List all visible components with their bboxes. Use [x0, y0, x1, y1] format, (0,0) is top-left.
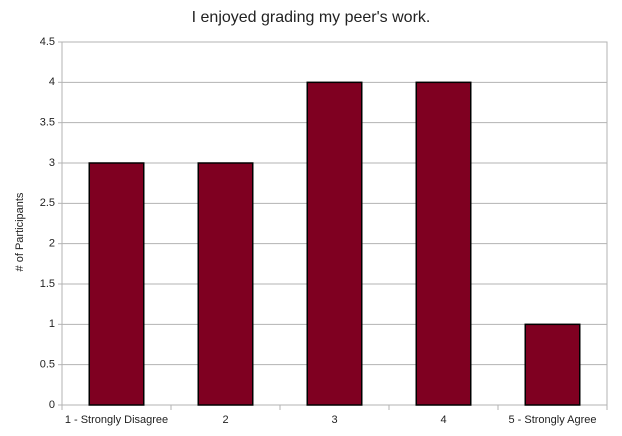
bar: [306, 81, 363, 406]
y-tick-label: 1: [49, 318, 55, 330]
y-tick-label: 4.5: [40, 36, 55, 48]
y-tick-label: 2: [49, 238, 55, 250]
y-tick-label: 4: [49, 76, 55, 88]
y-tick-label: 0: [49, 399, 55, 411]
bar: [524, 323, 581, 406]
x-tick-label: 1 - Strongly Disagree: [65, 414, 168, 426]
y-tick-label: 1.5: [40, 278, 55, 290]
chart-title: I enjoyed grading my peer's work.: [192, 9, 431, 26]
x-tick-label: 4: [440, 414, 446, 426]
x-tick-label: 5 - Strongly Agree: [508, 414, 596, 426]
x-tick-label: 2: [222, 414, 228, 426]
y-axis-label: # of Participants: [14, 192, 26, 271]
x-tick-label: 3: [331, 414, 337, 426]
y-tick-label: 2.5: [40, 197, 55, 209]
y-tick-label: 3: [49, 157, 55, 169]
bar: [197, 162, 254, 406]
bar: [88, 162, 145, 406]
y-tick-label: 3.5: [40, 117, 55, 129]
bar: [415, 81, 472, 406]
y-tick-label: 0.5: [40, 359, 55, 371]
